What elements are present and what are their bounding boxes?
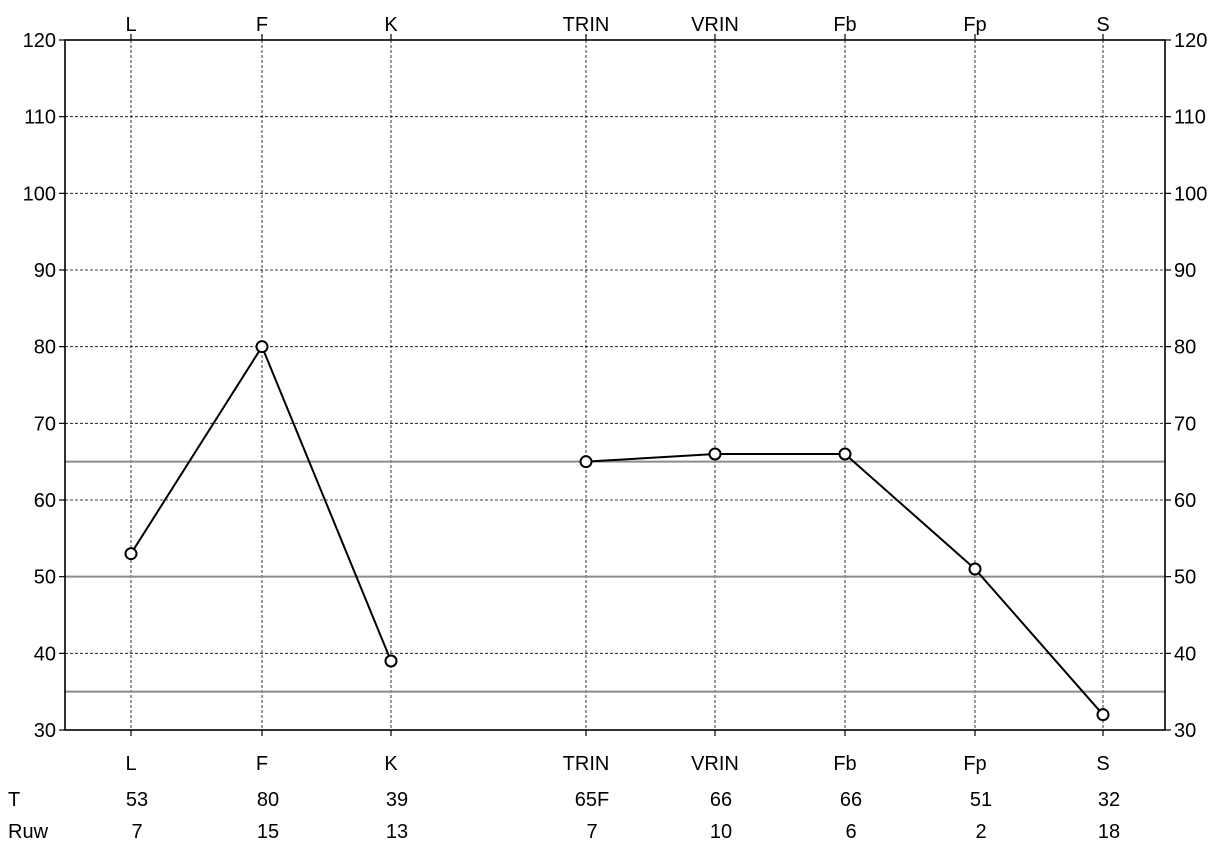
table-cell: 18: [1098, 821, 1120, 843]
x-tick-label-top: VRIN: [691, 14, 739, 36]
table-row-label: T: [8, 789, 20, 811]
y-tick-label-right: 40: [1174, 643, 1196, 665]
data-point: [838, 447, 852, 461]
series-line: [130, 344, 392, 662]
y-tick-label-right: 30: [1174, 720, 1196, 742]
x-tick-label-top: TRIN: [563, 14, 610, 36]
x-tick-label-top: K: [384, 14, 398, 36]
y-tick-label-left: 40: [34, 643, 56, 665]
y-tick-label-left: 60: [34, 490, 56, 512]
x-tick-label-bottom: Fb: [833, 753, 856, 775]
y-tick-label-right: 60: [1174, 490, 1196, 512]
table-cell: 32: [1098, 789, 1120, 811]
table-cell: 6: [845, 821, 856, 843]
table-cell: 66: [840, 789, 862, 811]
y-tick-label-right: 70: [1174, 413, 1196, 435]
y-tick-label-left: 30: [34, 720, 56, 742]
y-tick-label-right: 120: [1174, 30, 1207, 52]
y-tick-label-right: 100: [1174, 183, 1207, 205]
x-tick-label-top: Fp: [963, 14, 986, 36]
y-tick-label-left: 90: [34, 260, 56, 282]
x-tick-label-top: F: [256, 14, 268, 36]
table-cell: 13: [386, 821, 408, 843]
x-tick-label-bottom: VRIN: [691, 753, 739, 775]
table-cell: 39: [386, 789, 408, 811]
x-tick-label-bottom: S: [1096, 753, 1109, 775]
table-cell: 10: [710, 821, 732, 843]
y-tick-label-left: 80: [34, 337, 56, 359]
table-cell: 66: [710, 789, 732, 811]
table-cell: 2: [975, 821, 986, 843]
data-point: [255, 340, 269, 354]
x-tick-label-bottom: L: [125, 753, 136, 775]
x-tick-label-top: S: [1096, 14, 1109, 36]
x-tick-label-bottom: K: [384, 753, 398, 775]
plot-frame: [64, 39, 1166, 731]
data-point: [968, 562, 982, 576]
y-tick-label-right: 50: [1174, 567, 1196, 589]
y-tick-label-left: 70: [34, 413, 56, 435]
x-tick-label-bottom: Fp: [963, 753, 986, 775]
table-row-label: Ruw: [8, 821, 49, 843]
x-tick-label-top: Fb: [833, 14, 856, 36]
table-cell: 65F: [575, 789, 609, 811]
x-tick-label-bottom: F: [256, 753, 268, 775]
y-tick-label-right: 90: [1174, 260, 1196, 282]
y-tick-label-right: 80: [1174, 337, 1196, 359]
data-point: [579, 455, 593, 469]
table-cell: 51: [970, 789, 992, 811]
data-point: [384, 654, 398, 668]
y-tick-label-left: 120: [23, 30, 56, 52]
table-cell: 7: [586, 821, 597, 843]
x-tick-label-bottom: TRIN: [563, 753, 610, 775]
data-point: [1096, 708, 1110, 722]
y-tick-label-left: 100: [23, 183, 56, 205]
table-cell: 15: [257, 821, 279, 843]
data-point: [124, 547, 138, 561]
table-cell: 53: [126, 789, 148, 811]
y-tick-label-right: 110: [1174, 107, 1206, 129]
x-tick-label-top: L: [125, 14, 136, 36]
table-cell: 7: [131, 821, 142, 843]
table-cell: 80: [257, 789, 279, 811]
y-tick-label-left: 50: [34, 567, 56, 589]
series-line: [585, 453, 1104, 716]
data-point: [708, 447, 722, 461]
y-tick-label-left: 110: [24, 107, 56, 129]
